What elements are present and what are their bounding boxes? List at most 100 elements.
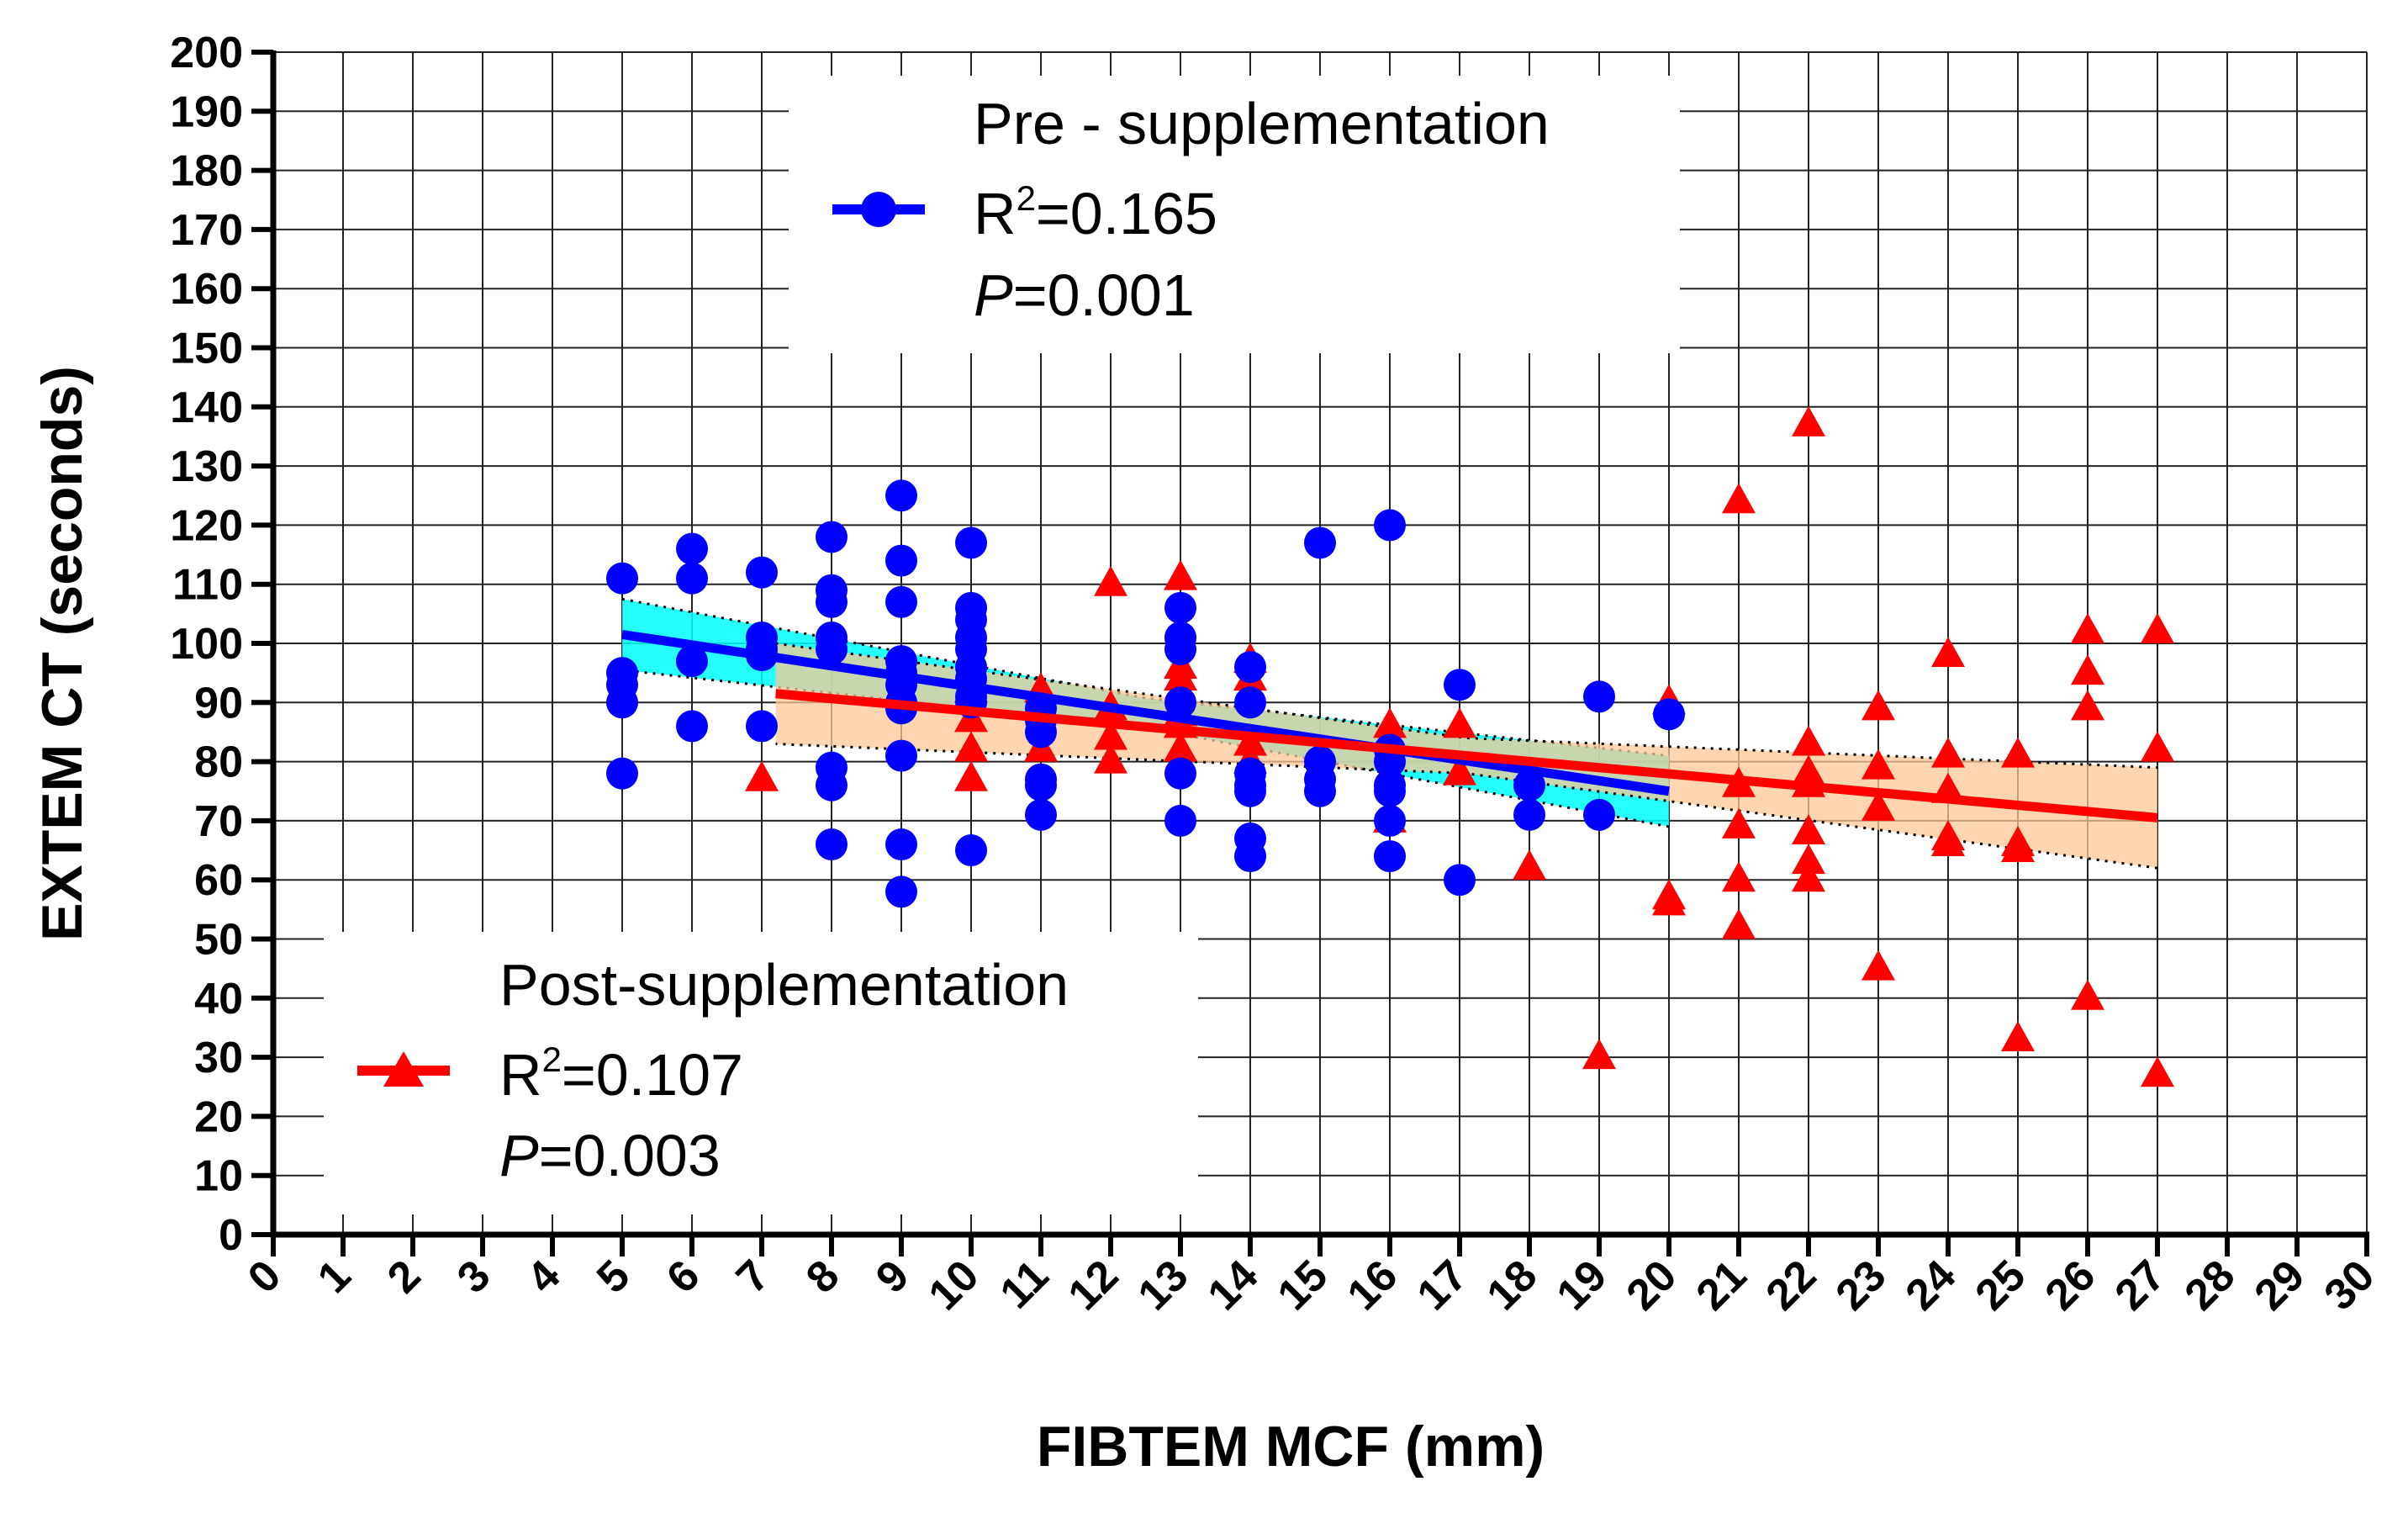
y-tick-label: 120 — [170, 501, 243, 550]
data-point-pre — [1234, 686, 1266, 719]
x-tick-label: 29 — [2246, 1251, 2315, 1320]
data-point-pre — [816, 585, 848, 618]
data-point-pre — [955, 834, 987, 867]
x-tick-label: 13 — [1129, 1251, 1198, 1320]
y-tick-label: 150 — [170, 325, 243, 373]
data-point-pre — [1234, 840, 1266, 873]
data-point-pre — [1374, 775, 1406, 807]
data-point-post — [2071, 612, 2104, 643]
data-point-pre — [885, 479, 917, 512]
data-point-pre — [676, 562, 708, 595]
x-tick-label: 19 — [1548, 1251, 1617, 1320]
y-tick-label: 0 — [219, 1211, 243, 1260]
data-point-pre — [1374, 840, 1406, 873]
data-point-pre — [816, 828, 848, 861]
data-point-pre — [1304, 526, 1336, 559]
regression-line-pre — [621, 630, 1670, 796]
x-tick-label: 4 — [518, 1251, 570, 1303]
data-point-pre — [1234, 651, 1266, 684]
legend-post: Post-supplementation R2=0.107 P=0.003 — [324, 932, 1198, 1214]
legend-post-p-label: P — [499, 1123, 539, 1188]
data-point-post — [1443, 754, 1476, 786]
x-tick-label: 7 — [727, 1251, 779, 1302]
x-tick-label: 1 — [309, 1251, 360, 1302]
data-point-post — [1792, 861, 1825, 892]
y-tick-label: 70 — [194, 797, 243, 846]
x-tick-label: 9 — [867, 1251, 918, 1302]
data-point-post — [1094, 565, 1127, 596]
data-point-pre — [816, 521, 848, 553]
data-point-post — [1792, 813, 1825, 844]
data-point-post — [1164, 559, 1197, 590]
x-tick-label: 3 — [448, 1251, 499, 1302]
data-point-pre — [606, 757, 638, 790]
data-point-pre — [885, 876, 917, 908]
data-point-post — [1094, 743, 1127, 774]
x-tick-label: 22 — [1757, 1251, 1826, 1320]
x-axis-title: FIBTEM MCF (mm) — [1037, 1415, 1545, 1479]
data-point-pre — [1304, 775, 1336, 807]
data-point-post — [954, 731, 988, 762]
y-tick-label: 110 — [172, 561, 243, 610]
x-tick-label: 27 — [2106, 1251, 2175, 1320]
x-tick-label: 10 — [920, 1251, 989, 1320]
data-point-post — [2141, 612, 2174, 643]
y-tick-label: 180 — [170, 147, 243, 196]
data-point-pre — [606, 686, 638, 719]
x-tick-label: 28 — [2176, 1251, 2245, 1320]
data-point-post — [1861, 950, 1895, 981]
legend-pre: Pre - supplementation R2=0.165 P=0.001 — [789, 76, 1680, 353]
x-tick-label: 2 — [378, 1251, 430, 1302]
data-point-pre — [1374, 509, 1406, 542]
y-tick-label: 90 — [194, 679, 243, 727]
y-tick-label: 50 — [194, 916, 243, 965]
x-tick-label: 6 — [657, 1251, 709, 1302]
data-point-post — [2001, 737, 2035, 768]
x-tick-label: 26 — [2036, 1251, 2105, 1320]
x-tick-label: 0 — [239, 1251, 290, 1302]
data-point-pre — [606, 562, 638, 595]
y-tick-label: 80 — [194, 738, 243, 787]
data-points — [606, 405, 2174, 1087]
x-tick-label: 18 — [1478, 1251, 1547, 1320]
data-point-pre — [885, 585, 917, 618]
legend-pre-marker — [861, 192, 896, 227]
y-tick-label: 130 — [170, 442, 243, 491]
x-tick-label: 17 — [1408, 1251, 1477, 1320]
data-point-pre — [1374, 804, 1406, 837]
data-point-pre — [1025, 769, 1057, 801]
legend-pre-p-value: =0.001 — [1013, 262, 1195, 328]
legend-pre-title: Pre - supplementation — [974, 91, 1550, 156]
x-tick-label: 14 — [1199, 1251, 1268, 1320]
data-point-post — [1722, 861, 1756, 892]
data-point-post — [1792, 405, 1825, 436]
data-point-pre — [676, 532, 708, 565]
y-tick-label: 60 — [194, 856, 243, 905]
legend-post-r2-prefix: R — [499, 1042, 542, 1108]
data-point-pre — [955, 526, 987, 559]
legend-pre-r2-sup: 2 — [1017, 178, 1036, 218]
data-point-pre — [816, 633, 848, 666]
data-point-post — [1931, 737, 1965, 768]
y-tick-label: 140 — [170, 384, 243, 432]
data-point-post — [745, 760, 779, 791]
data-point-post — [1164, 731, 1197, 762]
y-tick-label: 200 — [170, 29, 243, 77]
legend-post-p-value: =0.003 — [539, 1123, 721, 1188]
data-point-pre — [676, 645, 708, 678]
legend-post-marker — [383, 1051, 424, 1087]
data-point-post — [1094, 719, 1127, 750]
data-point-pre — [1444, 669, 1476, 701]
x-tick-label: 20 — [1618, 1251, 1687, 1320]
data-point-post — [1722, 483, 1756, 514]
legend-pre-p-label: P — [974, 262, 1013, 328]
data-point-post — [1792, 844, 1825, 875]
legend-pre-r2-value: =0.165 — [1036, 181, 1217, 246]
data-point-pre — [1164, 686, 1196, 719]
axes — [251, 50, 2369, 1256]
data-point-post — [1861, 790, 1895, 821]
y-tick-label: 160 — [170, 265, 243, 314]
data-point-pre — [885, 739, 917, 772]
y-tick-label: 170 — [170, 206, 243, 255]
